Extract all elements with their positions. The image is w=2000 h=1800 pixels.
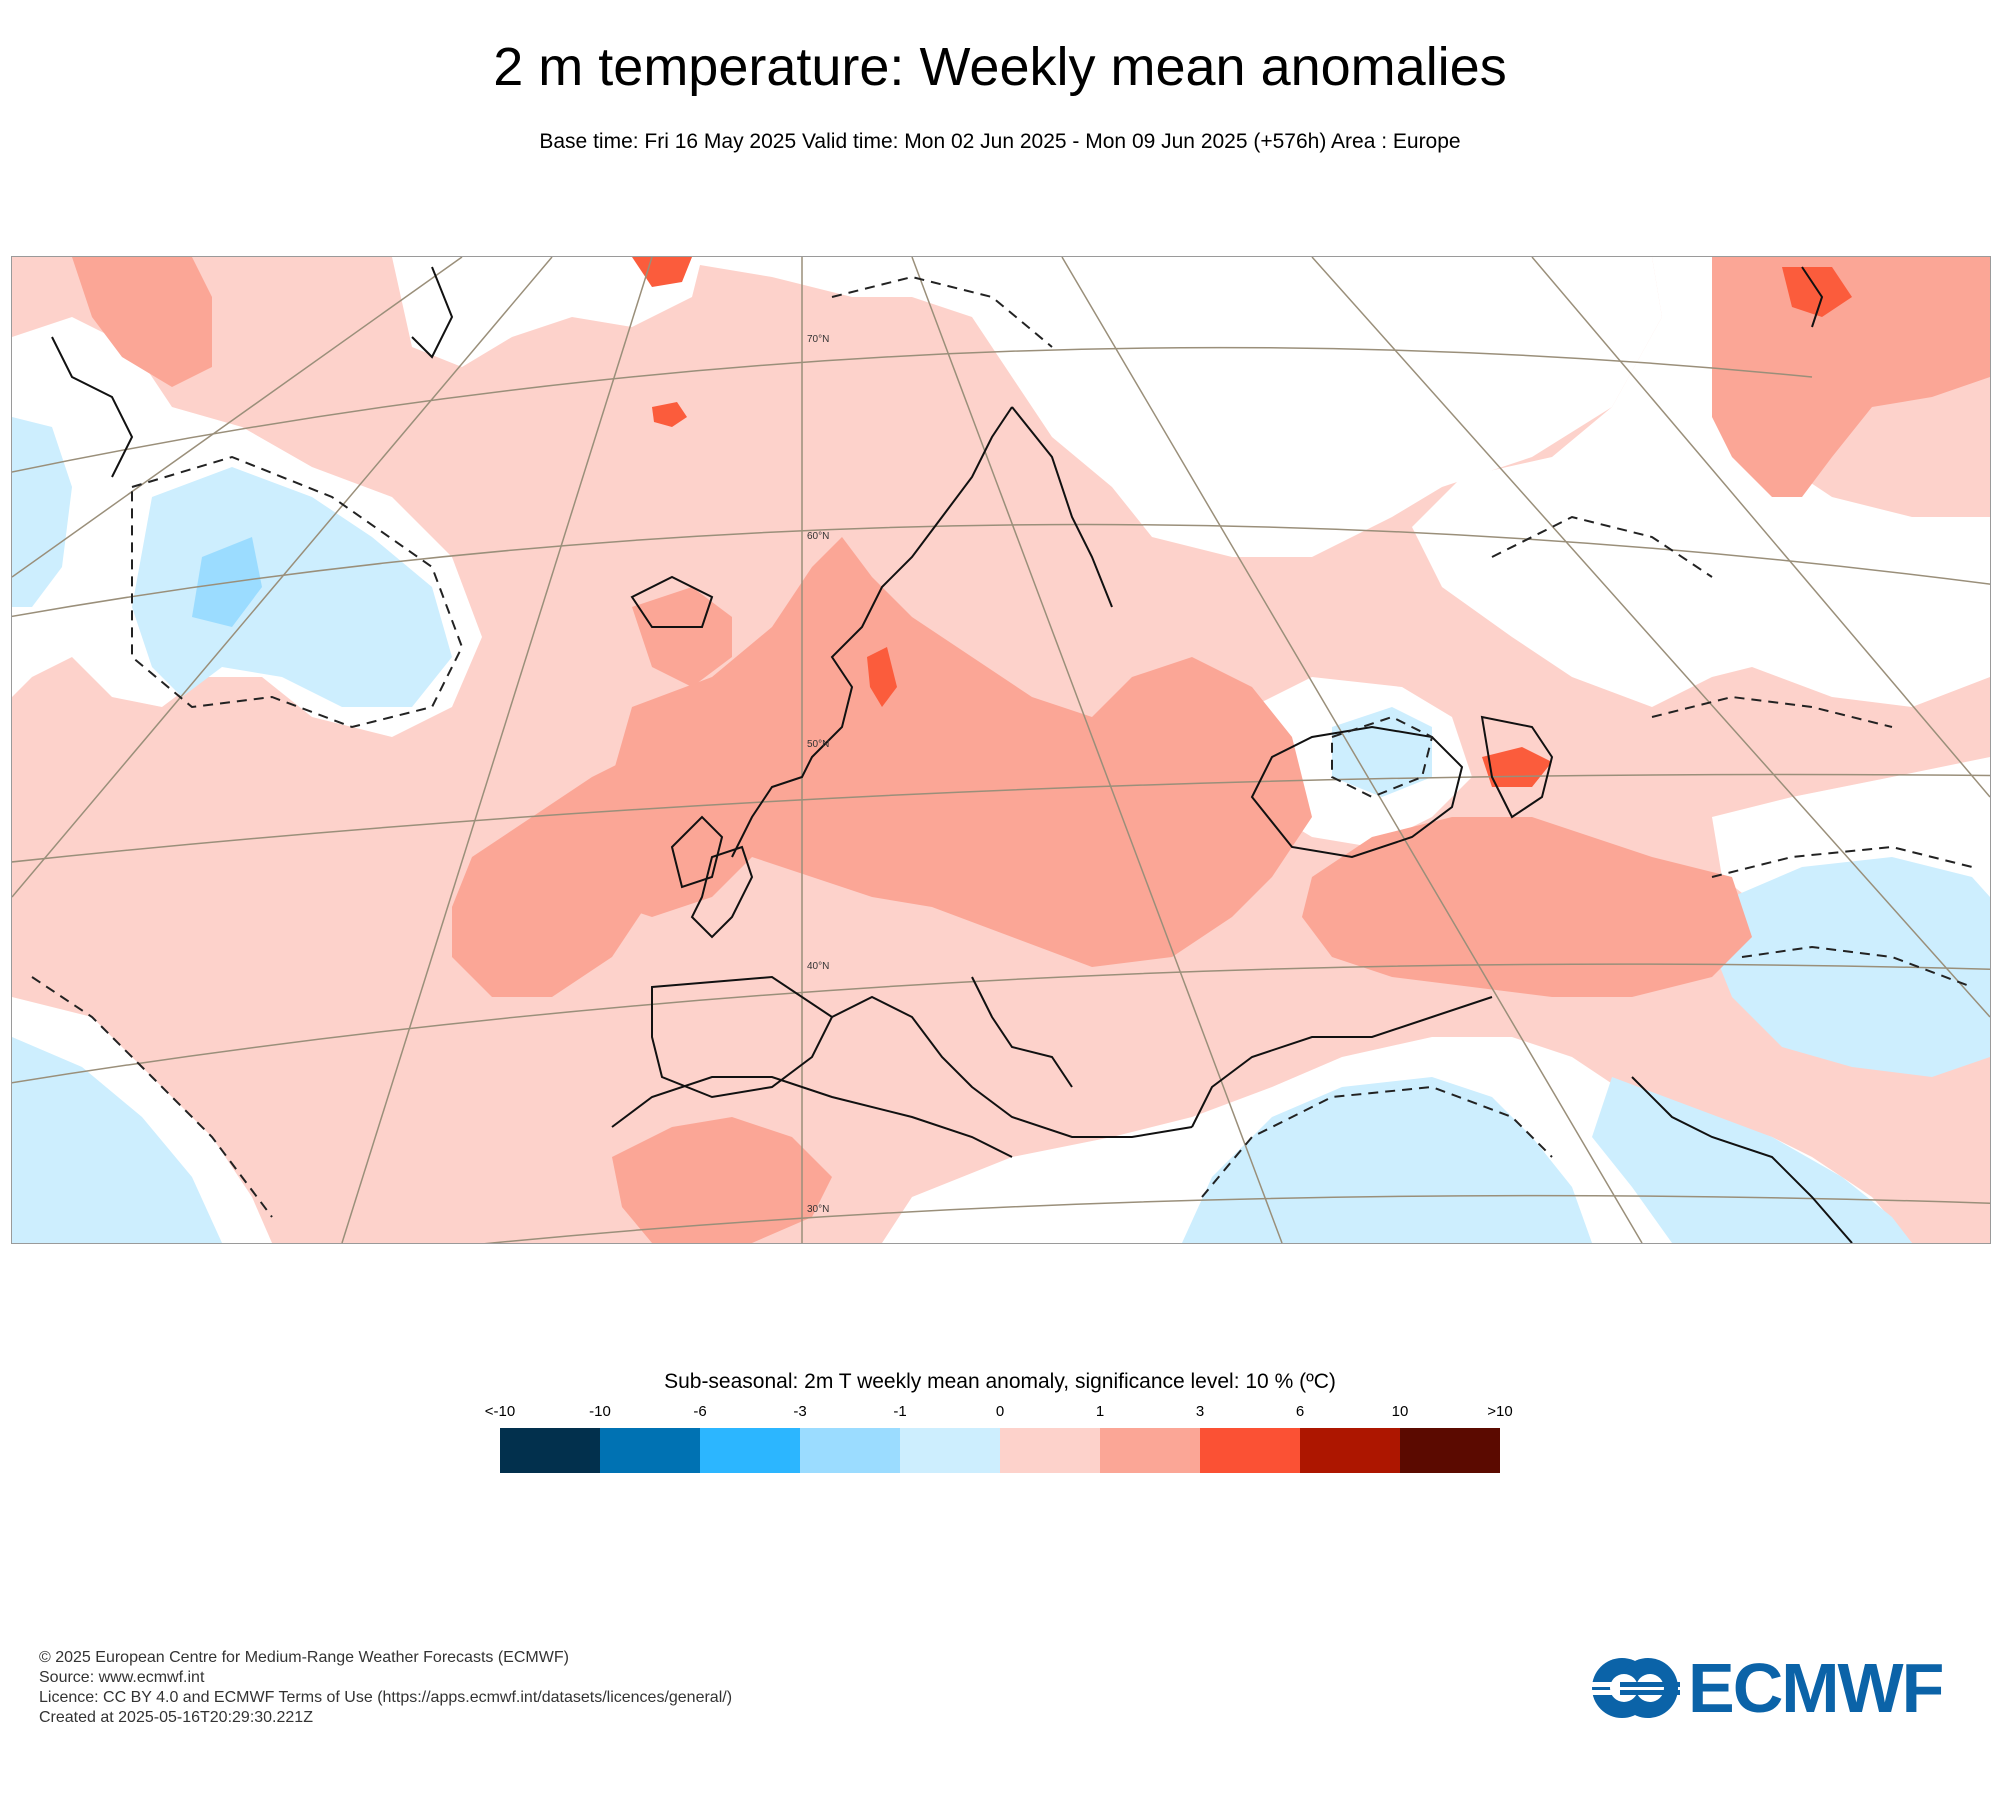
legend-tick: 3: [1195, 1403, 1205, 1420]
graticule-label-30n: 30°N: [807, 1204, 829, 1215]
anomaly-field-cool-atlantic: [132, 467, 452, 707]
legend-tick: 1: [1095, 1403, 1105, 1420]
anomaly-field-warm-moderate-atlantic: [452, 757, 662, 997]
footer-credits: © 2025 European Centre for Medium-Range …: [39, 1648, 732, 1728]
anomaly-field-warm-strong-arctic: [632, 257, 692, 287]
legend-tick-labels: <-10 -10 -6 -3 -1 0 1 3 6 10 >10: [485, 1403, 1513, 1423]
legend-tick: -6: [693, 1403, 707, 1420]
ecmwf-logo: ECMWF: [1590, 1648, 1970, 1727]
footer-created: Created at 2025-05-16T20:29:30.221Z: [39, 1709, 313, 1726]
graticule-label-70n: 70°N: [807, 334, 829, 345]
footer-copyright: © 2025 European Centre for Medium-Range …: [39, 1649, 569, 1666]
legend-swatch: [1300, 1428, 1400, 1473]
legend-tick: -1: [893, 1403, 907, 1420]
legend-tick: 6: [1295, 1403, 1305, 1420]
legend-tick: <-10: [484, 1403, 516, 1420]
anomaly-field-cool-arabia: [1712, 857, 1990, 1077]
graticule-label-50n: 50°N: [807, 739, 829, 750]
footer-source: Source: www.ecmwf.int: [39, 1669, 205, 1686]
legend-swatch: [1000, 1428, 1100, 1473]
legend-swatch: [900, 1428, 1000, 1473]
legend-tick: -10: [589, 1403, 611, 1420]
anomaly-field-warm-moderate-africa: [612, 1117, 832, 1243]
chart-subtitle: Base time: Fri 16 May 2025 Valid time: M…: [539, 130, 1461, 153]
anomaly-field-cool-africa: [1182, 1077, 1592, 1243]
legend-swatch: [700, 1428, 800, 1473]
anomaly-field-warm-moderate-greenland: [72, 257, 212, 387]
anomaly-field-neutral-greenland: [392, 257, 702, 367]
anomaly-field-cool-southwest: [12, 1037, 222, 1243]
legend-tick: -3: [793, 1403, 807, 1420]
graticule-label-60n: 60°N: [807, 531, 829, 542]
legend-swatch: [600, 1428, 700, 1473]
significance-contours: [31, 275, 1973, 1218]
legend-tick: >10: [1487, 1403, 1513, 1420]
map-svg: 70°N 60°N 50°N 40°N 30°N: [12, 257, 1990, 1243]
anomaly-field-warm-moderate-turkey: [1302, 817, 1752, 997]
anomaly-field-cool-labrador: [12, 417, 72, 607]
legend-swatch: [500, 1428, 600, 1473]
anomaly-field-warm-strong-norway: [867, 647, 897, 707]
ecmwf-logo-icon: [1590, 1657, 1680, 1718]
anomaly-field-neutral-north: [652, 257, 1662, 557]
europe-anomaly-map: 70°N 60°N 50°N 40°N 30°N: [11, 256, 1991, 1244]
graticule-labels: 70°N 60°N 50°N 40°N 30°N: [807, 334, 829, 1215]
anomaly-field-warm-moderate-europe: [552, 537, 1312, 967]
legend-tick: 10: [1391, 1403, 1409, 1420]
legend-swatch: [1400, 1428, 1500, 1473]
graticule-label-40n: 40°N: [807, 961, 829, 972]
legend-color-bar: [500, 1428, 1500, 1473]
anomaly-field-cool-southeast: [1592, 1077, 1912, 1243]
legend-swatch: [800, 1428, 900, 1473]
anomaly-field-neutral-east: [1412, 257, 1990, 707]
graticule: [12, 257, 1990, 1243]
anomaly-field-warm-strong-iceland: [652, 402, 687, 427]
legend-swatch: [1100, 1428, 1200, 1473]
ecmwf-logo-text: ECMWF: [1688, 1648, 1944, 1727]
anomaly-field-warm-moderate-russia: [1712, 257, 1990, 497]
legend-swatch: [1200, 1428, 1300, 1473]
chart-title: 2 m temperature: Weekly mean anomalies: [493, 37, 1507, 97]
footer-licence: Licence: CC BY 4.0 and ECMWF Terms of Us…: [39, 1689, 733, 1706]
coastlines: [51, 266, 1853, 1243]
legend-tick: 0: [995, 1403, 1005, 1420]
legend-title: Sub-seasonal: 2m T weekly mean anomaly, …: [664, 1370, 1336, 1393]
anomaly-field-warm-strong-russia: [1782, 267, 1852, 317]
